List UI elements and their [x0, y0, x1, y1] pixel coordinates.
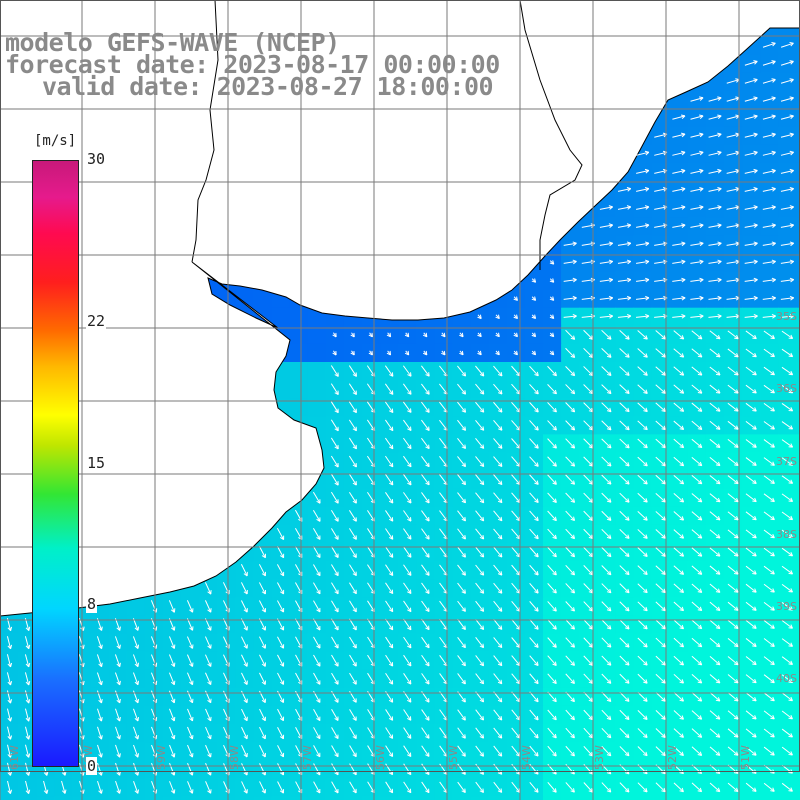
colorbar-tick-label: 0	[86, 757, 98, 775]
colorbar-tick-label: 15	[86, 453, 107, 472]
title-forecast-date: forecast date: 2023-08-17 00:00:00	[5, 50, 500, 79]
lon-label: 58W	[228, 745, 241, 770]
lat-label: 37S	[776, 455, 797, 468]
lat-label: 39S	[776, 600, 797, 613]
wind-arrows	[6, 41, 795, 794]
lat-label: 36S	[776, 382, 797, 395]
lon-label: 51W	[739, 745, 752, 770]
title-model: modelo GEFS-WAVE (NCEP)	[5, 28, 340, 57]
lon-label: 52W	[666, 745, 679, 770]
land-mass	[0, 0, 800, 617]
lon-label: 56W	[374, 745, 387, 770]
colorbar-tick-label: 8	[86, 595, 98, 614]
colorbar-tick-label: 30	[86, 150, 107, 168]
lon-label: 59W	[155, 745, 168, 770]
colorbar-tick-label: 22	[86, 311, 107, 330]
lon-label: 61W	[8, 745, 21, 770]
lon-label: 53W	[593, 745, 606, 770]
lon-label: 54W	[520, 745, 533, 770]
colorbar	[32, 160, 79, 767]
lon-label: 57W	[301, 745, 314, 770]
lat-label: 40S	[776, 672, 797, 685]
lat-label: 38S	[776, 528, 797, 541]
lat-label: 35S	[776, 310, 797, 323]
lon-label: 55W	[447, 745, 460, 770]
title-valid-date: valid date: 2023-08-27 18:00:00	[42, 72, 494, 101]
colorbar-unit: [m/s]	[33, 133, 78, 149]
